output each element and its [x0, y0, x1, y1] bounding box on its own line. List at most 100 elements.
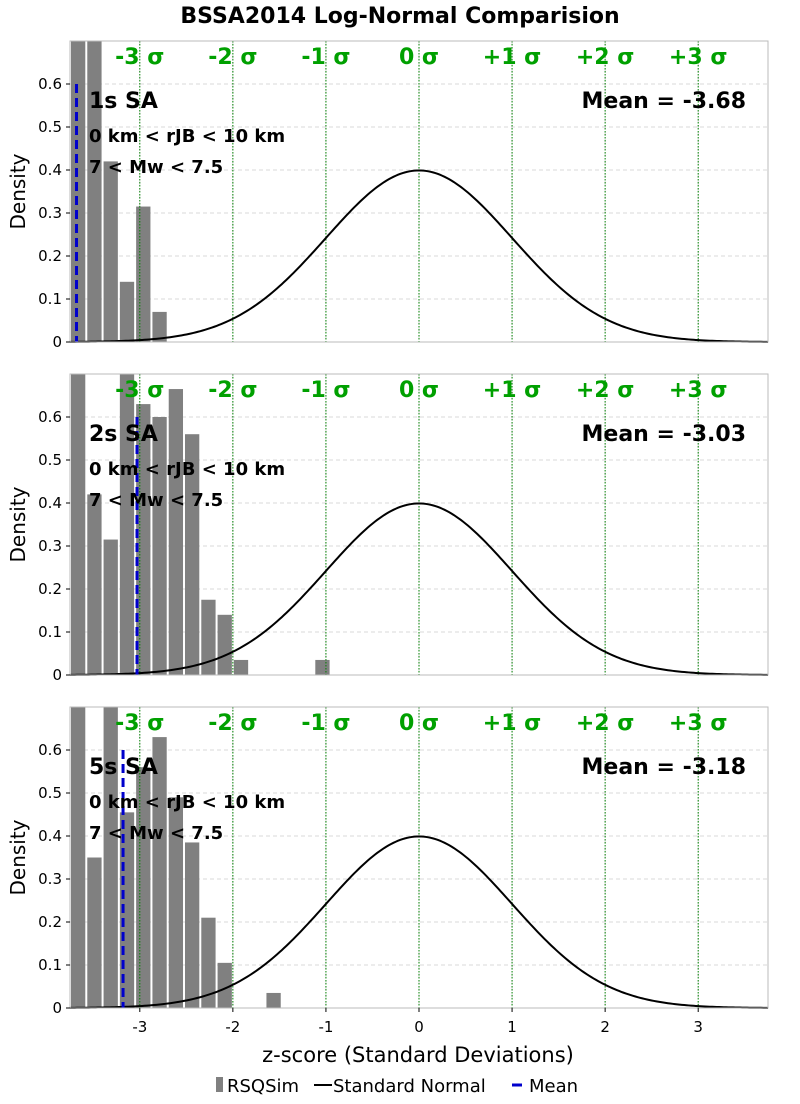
histogram-bar — [119, 281, 135, 342]
y-tick-label: 0.2 — [38, 913, 62, 931]
histogram-bar — [119, 374, 135, 675]
y-tick-label: 0.4 — [38, 161, 62, 179]
chart-panels: -3 σ -2 σ -1 σ 0 σ +1 σ +2 σ +3 σ 1s SA 0 km < r… — [6, 40, 769, 1036]
mean-value-label: Mean = -3.18 — [582, 755, 746, 780]
y-tick-label: 0.3 — [38, 204, 62, 222]
normal-curve — [69, 502, 769, 676]
y-tick-label: 0 — [52, 333, 62, 351]
x-tick-label: -1 — [318, 1018, 333, 1036]
distance-label: 0 km < rJB < 10 km — [89, 792, 285, 813]
y-tick-label: 0.1 — [38, 956, 62, 974]
y-tick-label: 0.2 — [38, 247, 62, 265]
histogram-bar — [168, 389, 184, 675]
y-tick-label: 0.2 — [38, 580, 62, 598]
y-tick-label: 0 — [52, 666, 62, 684]
plot-frame — [69, 40, 769, 343]
sigma-label: -3 σ — [115, 378, 164, 403]
x-tick-label: 1 — [507, 1018, 517, 1036]
y-tick-label: 0.3 — [38, 537, 62, 555]
y-tick-label: 0 — [52, 999, 62, 1017]
histogram-bar — [315, 659, 330, 675]
histogram-bar — [87, 41, 102, 342]
mean-value-label: Mean = -3.03 — [582, 422, 746, 447]
y-tick-label: 0.4 — [38, 827, 62, 845]
sigma-label: 0 σ — [399, 711, 439, 736]
sigma-label: -3 σ — [115, 45, 164, 70]
histogram-bar — [266, 992, 281, 1008]
x-tick-label: 2 — [600, 1018, 610, 1036]
sigma-label: 0 σ — [399, 378, 439, 403]
histogram-bar — [136, 206, 151, 342]
y-tick-label: 0.6 — [38, 75, 62, 93]
histogram-bar — [103, 539, 118, 675]
panel-1: -3 σ -2 σ -1 σ 0 σ +1 σ +2 σ +3 σ 1s SA 0 km < r… — [6, 40, 769, 351]
y-axis-label: Density — [6, 819, 30, 895]
y-tick-label: 0.5 — [38, 451, 62, 469]
sigma-label: -1 σ — [301, 45, 350, 70]
legend-swatch-bar — [216, 1077, 223, 1092]
sigma-label: -3 σ — [115, 711, 164, 736]
y-tick-label: 0.6 — [38, 741, 62, 759]
sigma-label: +3 σ — [669, 378, 728, 403]
distance-label: 0 km < rJB < 10 km — [89, 459, 285, 480]
magnitude-label: 7 < Mw < 7.5 — [89, 490, 223, 511]
y-axis-label: Density — [6, 153, 30, 229]
normal-curve — [69, 835, 769, 1009]
sigma-label: +2 σ — [576, 378, 635, 403]
histogram-bar — [217, 962, 232, 1008]
x-tick-label: 0 — [414, 1018, 424, 1036]
chart-legend: RSQSim Standard Normal Mean — [216, 1076, 578, 1097]
y-tick-label: 0.5 — [38, 784, 62, 802]
histogram-bar — [201, 599, 216, 675]
histogram-bar — [119, 812, 135, 1008]
x-tick-label: 3 — [693, 1018, 703, 1036]
histogram-bar — [168, 797, 184, 1008]
legend-label: RSQSim — [227, 1076, 299, 1097]
sigma-label: -2 σ — [208, 378, 257, 403]
magnitude-label: 7 < Mw < 7.5 — [89, 157, 223, 178]
y-tick-label: 0.1 — [38, 623, 62, 641]
histogram-bar — [185, 434, 200, 675]
sigma-label: +1 σ — [483, 711, 542, 736]
y-axis-label: Density — [6, 486, 30, 562]
sigma-label: -1 σ — [301, 711, 350, 736]
x-tick-label: -3 — [132, 1018, 147, 1036]
y-tick-label: 0.5 — [38, 118, 62, 136]
histogram-bar — [136, 404, 151, 675]
histogram-bar — [71, 374, 86, 675]
histogram-bar — [152, 311, 167, 342]
histogram-bar — [103, 707, 118, 1008]
histogram-bar — [185, 842, 200, 1008]
sigma-label: -1 σ — [301, 378, 350, 403]
histogram-bar — [71, 41, 86, 342]
y-tick-label: 0.6 — [38, 408, 62, 426]
sigma-label: 0 σ — [399, 45, 439, 70]
magnitude-label: 7 < Mw < 7.5 — [89, 823, 223, 844]
histogram-bar — [152, 737, 167, 1008]
histogram-bar — [201, 917, 216, 1008]
histogram-bar — [103, 161, 118, 342]
sigma-label: -2 σ — [208, 45, 257, 70]
histogram-bar — [217, 614, 232, 675]
legend-label: Standard Normal — [333, 1076, 486, 1097]
histogram-bar — [71, 707, 86, 1008]
histogram-bar — [87, 857, 102, 1008]
x-tick-label: -2 — [225, 1018, 240, 1036]
panel-label: 1s SA — [89, 89, 158, 114]
panel-2: -3 σ -2 σ -1 σ 0 σ +1 σ +2 σ +3 σ 2s SA 0 km < r… — [6, 373, 769, 684]
histogram-bar — [87, 494, 102, 675]
panel-3: -3 σ -2 σ -1 σ 0 σ +1 σ +2 σ +3 σ 5s SA 0 km < r… — [6, 706, 769, 1036]
plot-frame — [69, 373, 769, 676]
histogram-bar — [152, 417, 167, 675]
y-tick-label: 0.3 — [38, 870, 62, 888]
distance-label: 0 km < rJB < 10 km — [89, 126, 285, 147]
histogram-bar — [233, 659, 249, 675]
sigma-label: +2 σ — [576, 711, 635, 736]
sigma-label: +3 σ — [669, 45, 728, 70]
chart-title: BSSA2014 Log-Normal Comparision — [180, 4, 619, 29]
sigma-label: +1 σ — [483, 378, 542, 403]
panel-label: 5s SA — [89, 755, 158, 780]
x-axis-label: z-score (Standard Deviations) — [262, 1043, 574, 1067]
y-tick-label: 0.4 — [38, 494, 62, 512]
